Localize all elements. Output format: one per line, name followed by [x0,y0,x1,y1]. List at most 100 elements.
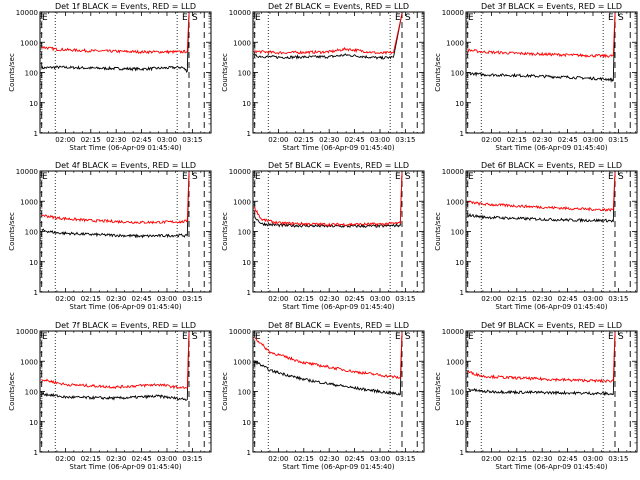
panel-title: Det 4f BLACK = Events, RED = LLD [55,161,196,170]
x-tick-label: 02:00 [268,295,288,303]
y-tick-label: 1000 [20,39,38,47]
lld-series-line [467,172,616,212]
lld-series-line [254,332,403,379]
x-tick-label: 02:15 [507,136,527,144]
detector-panel-1: Det 1f BLACK = Events, RED = LLD Counts/s… [8,2,212,152]
x-tick-label: 03:00 [583,295,603,303]
panel-title: Det 1f BLACK = Events, RED = LLD [55,2,196,11]
marker-label-e: E [608,13,614,23]
marker-label-s: S [192,13,198,23]
y-tick-label: 1000 [233,198,251,206]
y-tick-label: 100 [451,389,464,397]
x-tick-label: 02:45 [131,295,151,303]
y-tick-label: 10000 [229,168,251,176]
detector-panel-9: Det 9f BLACK = Events, RED = LLD Counts/s… [434,321,638,471]
y-tick-label: 1 [247,289,251,297]
y-tick-label: 10 [455,259,464,267]
marker-label-e: E [395,332,401,342]
y-axis-title: Counts/sec [434,372,442,411]
marker-label-b: E [468,172,474,182]
y-axis-title: Counts/sec [221,53,229,92]
plot-frame [252,330,425,453]
x-tick-label: 02:30 [532,455,552,463]
marker-label-s: S [192,332,198,342]
y-tick-label: 100 [238,229,251,237]
events-series-line [41,172,190,239]
lld-series-line [41,172,190,225]
x-tick-label: 02:15 [294,136,314,144]
x-tick-label: 03:15 [395,136,415,144]
marker-label-e: E [395,13,401,23]
plot-frame [252,170,425,293]
x-axis-title: Start Time (06-Apr-09 01:45:40) [69,144,181,152]
y-axis-title: Counts/sec [8,53,16,92]
x-tick-label: 03:15 [608,455,628,463]
y-tick-label: 10 [242,419,251,427]
y-tick-label: 10000 [442,168,464,176]
y-tick-label: 100 [451,229,464,237]
x-tick-label: 03:15 [395,295,415,303]
y-tick-label: 1 [247,130,251,138]
y-axis-title: Counts/sec [8,212,16,251]
x-axis-title: Start Time (06-Apr-09 01:45:40) [69,303,181,311]
x-tick-label: 02:15 [294,295,314,303]
x-axis-title: Start Time (06-Apr-09 01:45:40) [69,463,181,471]
x-axis-title: Start Time (06-Apr-09 01:45:40) [282,144,394,152]
panel-title: Det 3f BLACK = Events, RED = LLD [481,2,622,11]
y-tick-label: 10000 [16,168,38,176]
events-series-line [467,332,616,396]
x-tick-label: 02:00 [55,295,75,303]
plot-frame [39,330,212,453]
marker-label-s: S [405,172,411,182]
y-tick-label: 1 [247,449,251,457]
y-tick-label: 10 [29,419,38,427]
panel-title: Det 8f BLACK = Events, RED = LLD [268,321,409,330]
x-tick-label: 03:15 [395,455,415,463]
panel-title: Det 9f BLACK = Events, RED = LLD [481,321,622,330]
y-tick-label: 1000 [446,358,464,366]
marker-label-s: S [405,332,411,342]
x-tick-label: 03:15 [182,295,202,303]
x-tick-label: 03:00 [583,455,603,463]
x-tick-label: 03:00 [157,455,177,463]
marker-label-b: E [255,13,261,23]
x-tick-label: 02:15 [81,455,101,463]
y-tick-label: 1 [460,130,464,138]
x-tick-label: 02:45 [131,455,151,463]
x-tick-label: 02:15 [81,295,101,303]
y-axis-title: Counts/sec [221,372,229,411]
x-tick-label: 02:30 [106,455,126,463]
y-tick-label: 100 [25,389,38,397]
x-tick-label: 03:15 [608,295,628,303]
x-tick-label: 02:15 [507,295,527,303]
y-tick-label: 10000 [229,9,251,17]
y-tick-label: 1000 [20,358,38,366]
y-axis-title: Counts/sec [221,212,229,251]
detector-panel-7: Det 7f BLACK = Events, RED = LLD Counts/s… [8,321,212,471]
detector-panel-2: Det 2f BLACK = Events, RED = LLD Counts/s… [221,2,425,152]
lld-series-line [254,172,403,227]
marker-label-s: S [618,13,624,23]
x-tick-label: 03:00 [370,136,390,144]
x-axis-title: Start Time (06-Apr-09 01:45:40) [495,463,607,471]
y-tick-label: 1000 [233,358,251,366]
x-tick-label: 03:00 [583,136,603,144]
panel-title: Det 2f BLACK = Events, RED = LLD [268,2,409,11]
plot-frame [39,170,212,293]
y-axis-title: Counts/sec [434,53,442,92]
y-tick-label: 10 [455,419,464,427]
y-tick-label: 1000 [233,39,251,47]
x-tick-label: 03:00 [370,455,390,463]
x-tick-label: 02:45 [344,136,364,144]
lld-series-line [41,13,190,55]
x-axis-title: Start Time (06-Apr-09 01:45:40) [495,144,607,152]
detector-panel-5: Det 5f BLACK = Events, RED = LLD Counts/s… [221,161,425,311]
y-tick-label: 10000 [229,328,251,336]
x-tick-label: 03:00 [157,136,177,144]
y-tick-label: 100 [25,70,38,78]
x-tick-label: 02:00 [481,295,501,303]
lld-series-line [467,13,616,59]
y-tick-label: 100 [238,70,251,78]
x-tick-label: 02:15 [81,136,101,144]
x-tick-label: 02:45 [557,136,577,144]
